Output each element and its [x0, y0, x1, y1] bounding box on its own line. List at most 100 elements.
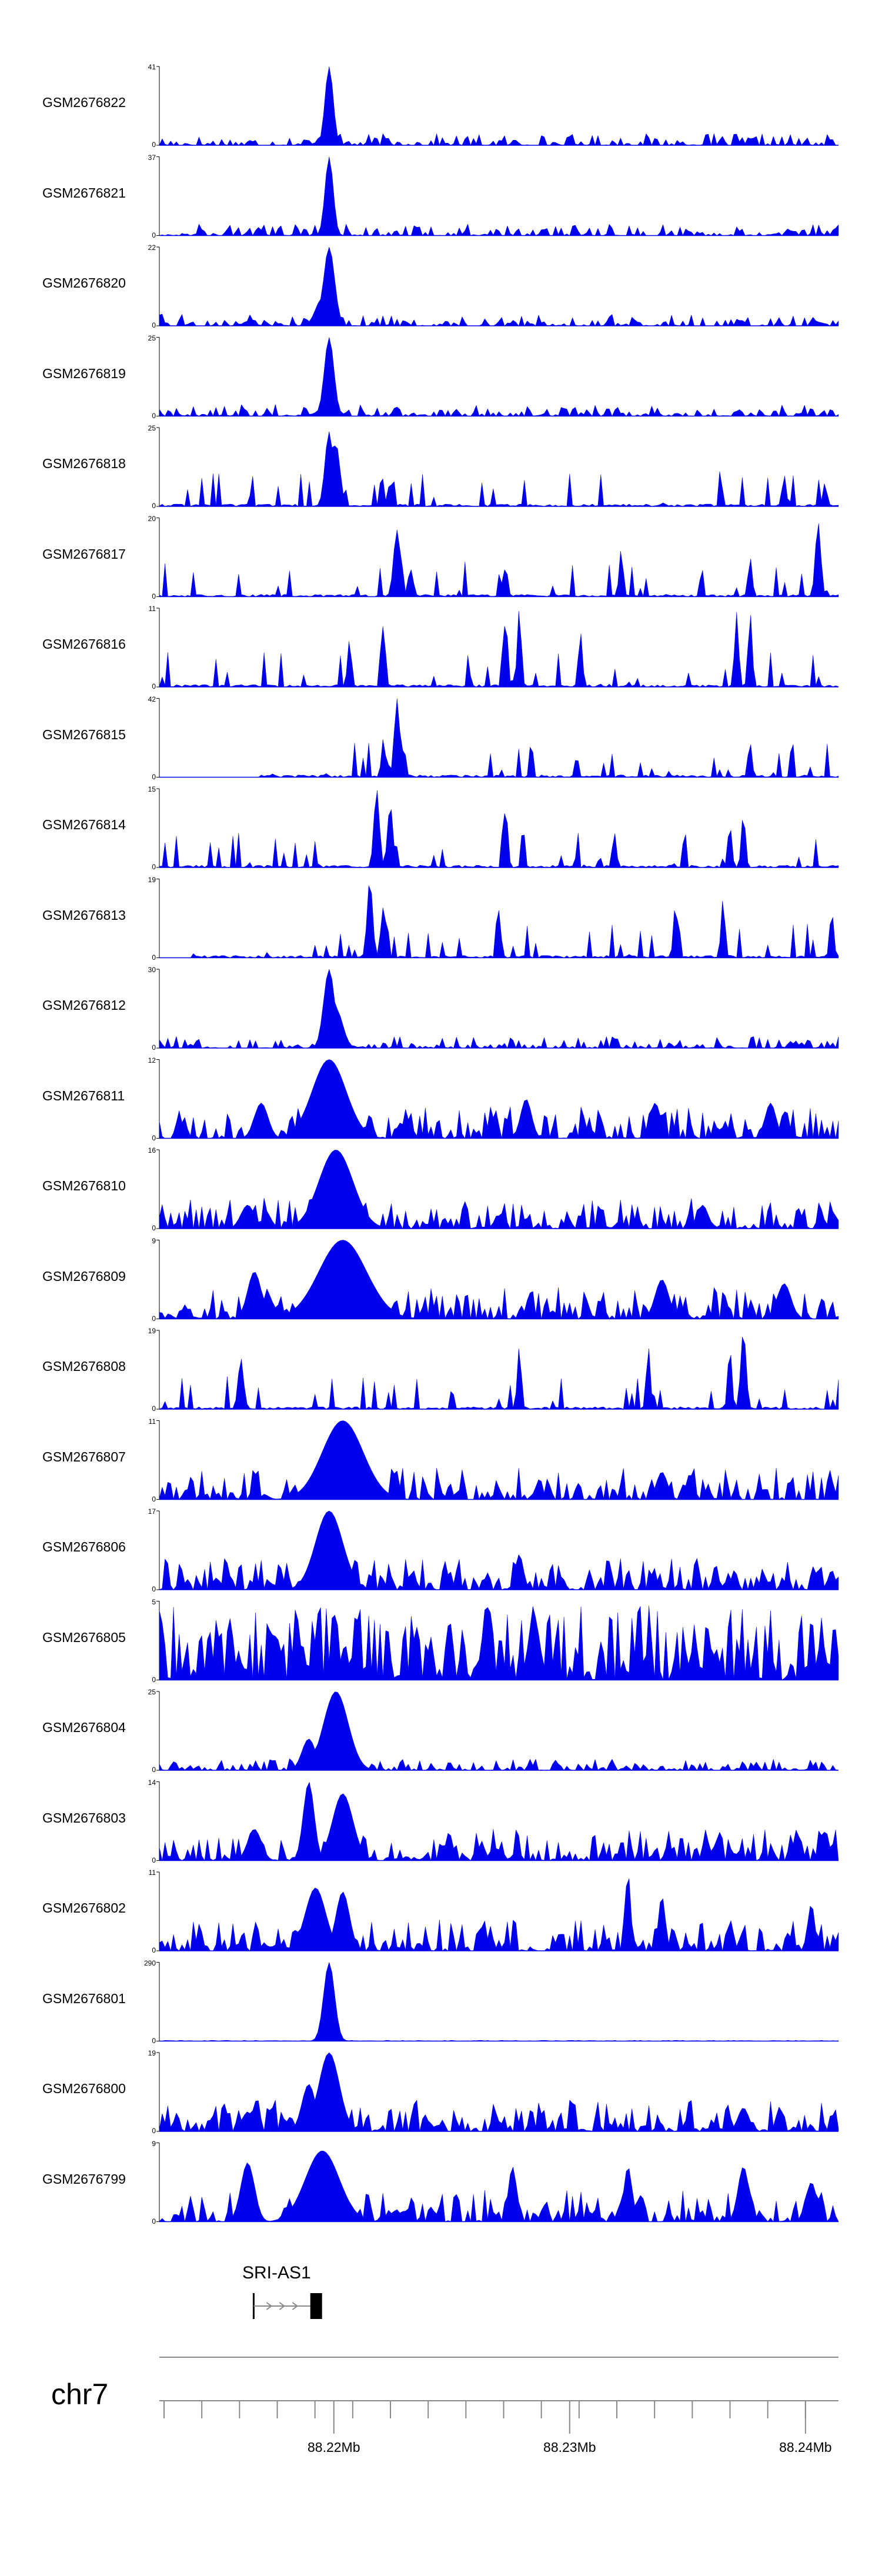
track-signal-area [159, 698, 839, 778]
track-ymin-label: 0 [152, 772, 156, 781]
track-ymax-label: 14 [148, 1778, 156, 1787]
track-ymin-label: 0 [152, 141, 156, 149]
x-tick-label: 88.23Mb [543, 2440, 596, 2455]
track-signal-area [159, 969, 839, 1049]
gene-strand-arrow [266, 2302, 273, 2310]
track-label: GSM2676800 [42, 2081, 126, 2096]
track-ymax-label: 15 [148, 785, 156, 793]
track-ymax-label: 25 [148, 1688, 156, 1696]
track-ymin-label: 0 [152, 1675, 156, 1684]
track-label: GSM2676822 [42, 95, 126, 110]
track-ymin-label: 0 [152, 863, 156, 871]
track-signal-area [159, 156, 839, 236]
track-ymax-label: 42 [148, 695, 156, 703]
track-ymin-label: 0 [152, 411, 156, 420]
track-ymin-label: 0 [152, 1856, 156, 1864]
track-signal-area [159, 1337, 839, 1410]
track-signal-area [159, 885, 839, 958]
gene-strand-arrow [292, 2302, 299, 2310]
track-ymin-label: 0 [152, 1494, 156, 1503]
chromosome-label: chr7 [51, 2378, 109, 2411]
track-ymin-label: 0 [152, 592, 156, 600]
track-ymax-label: 12 [148, 1056, 156, 1065]
track-label: GSM2676810 [42, 1178, 126, 1193]
track-label: GSM2676820 [42, 275, 126, 291]
track-ymin-label: 0 [152, 1404, 156, 1413]
track-label: GSM2676799 [42, 2171, 126, 2187]
track-label: GSM2676811 [42, 1087, 125, 1103]
track-ymin-label: 0 [152, 1043, 156, 1052]
x-tick-label: 88.24Mb [779, 2440, 832, 2455]
track-ymin-label: 0 [152, 2036, 156, 2045]
track-signal-area [159, 1691, 839, 1771]
track-ymax-label: 19 [148, 875, 156, 884]
track-signal-area [159, 2052, 839, 2132]
track-ymax-label: 19 [148, 1327, 156, 1335]
track-ymin-label: 0 [152, 1766, 156, 1774]
track-label: GSM2676816 [42, 636, 126, 652]
track-signal-area [159, 1878, 839, 1951]
track-ymax-label: 16 [148, 1146, 156, 1154]
track-ymax-label: 22 [148, 243, 156, 252]
gene-label: SRI-AS1 [242, 2263, 311, 2283]
track-ymin-label: 0 [152, 1946, 156, 1954]
track-label: GSM2676812 [42, 997, 126, 1013]
track-ymax-label: 11 [148, 605, 156, 613]
track-label: GSM2676821 [42, 185, 126, 201]
track-signal-area [159, 1059, 839, 1139]
track-ymin-label: 0 [152, 502, 156, 510]
track-ymax-label: 11 [148, 1868, 156, 1877]
track-signal-area [159, 611, 839, 688]
track-ymax-label: 11 [148, 1417, 156, 1426]
track-label: GSM2676807 [42, 1449, 126, 1464]
track-signal-area [159, 1606, 839, 1680]
track-label: GSM2676819 [42, 365, 126, 381]
track-ymax-label: 19 [148, 2049, 156, 2057]
track-signal-area [159, 1961, 839, 2041]
track-signal-area [159, 246, 839, 326]
track-label: GSM2676813 [42, 907, 126, 923]
track-ymin-label: 0 [152, 321, 156, 329]
track-ymin-label: 0 [152, 953, 156, 962]
track-label: GSM2676818 [42, 456, 126, 471]
track-ymax-label: 30 [148, 966, 156, 974]
track-label: GSM2676805 [42, 1629, 126, 1645]
track-ymax-label: 290 [143, 1958, 156, 1967]
track-ymax-label: 25 [148, 333, 156, 342]
track-label: GSM2676806 [42, 1539, 126, 1554]
track-ymax-label: 25 [148, 424, 156, 432]
track-ymin-label: 0 [152, 682, 156, 690]
track-ymax-label: 9 [152, 2139, 156, 2148]
track-signal-area [159, 2150, 839, 2223]
track-label: GSM2676803 [42, 1810, 126, 1826]
gene-exon [310, 2293, 322, 2319]
track-signal-area [159, 1510, 839, 1590]
track-label: GSM2676802 [42, 1900, 126, 1916]
track-ymin-label: 0 [152, 2127, 156, 2135]
track-signal-area [159, 1150, 839, 1229]
track-signal-area [159, 1420, 839, 1500]
track-signal-area [159, 790, 839, 868]
track-ymax-label: 20 [148, 514, 156, 523]
track-ymin-label: 0 [152, 1224, 156, 1232]
track-ymin-label: 0 [152, 2217, 156, 2225]
track-signal-area [159, 1240, 839, 1320]
track-signal-area [159, 1781, 839, 1861]
track-signal-area [159, 66, 839, 146]
track-label: GSM2676814 [42, 817, 126, 832]
track-label: GSM2676809 [42, 1268, 126, 1284]
track-ymax-label: 17 [148, 1507, 156, 1516]
track-ymax-label: 9 [152, 1236, 156, 1245]
track-ymax-label: 5 [152, 1597, 156, 1606]
track-ymax-label: 41 [148, 63, 156, 71]
track-label: GSM2676801 [42, 1990, 126, 2006]
track-ymin-label: 0 [152, 231, 156, 239]
track-signal-area [159, 337, 839, 417]
track-label: GSM2676815 [42, 726, 126, 742]
track-label: GSM2676817 [42, 546, 126, 562]
track-signal-area [159, 523, 839, 597]
track-label: GSM2676804 [42, 1720, 126, 1735]
track-ymin-label: 0 [152, 1585, 156, 1593]
